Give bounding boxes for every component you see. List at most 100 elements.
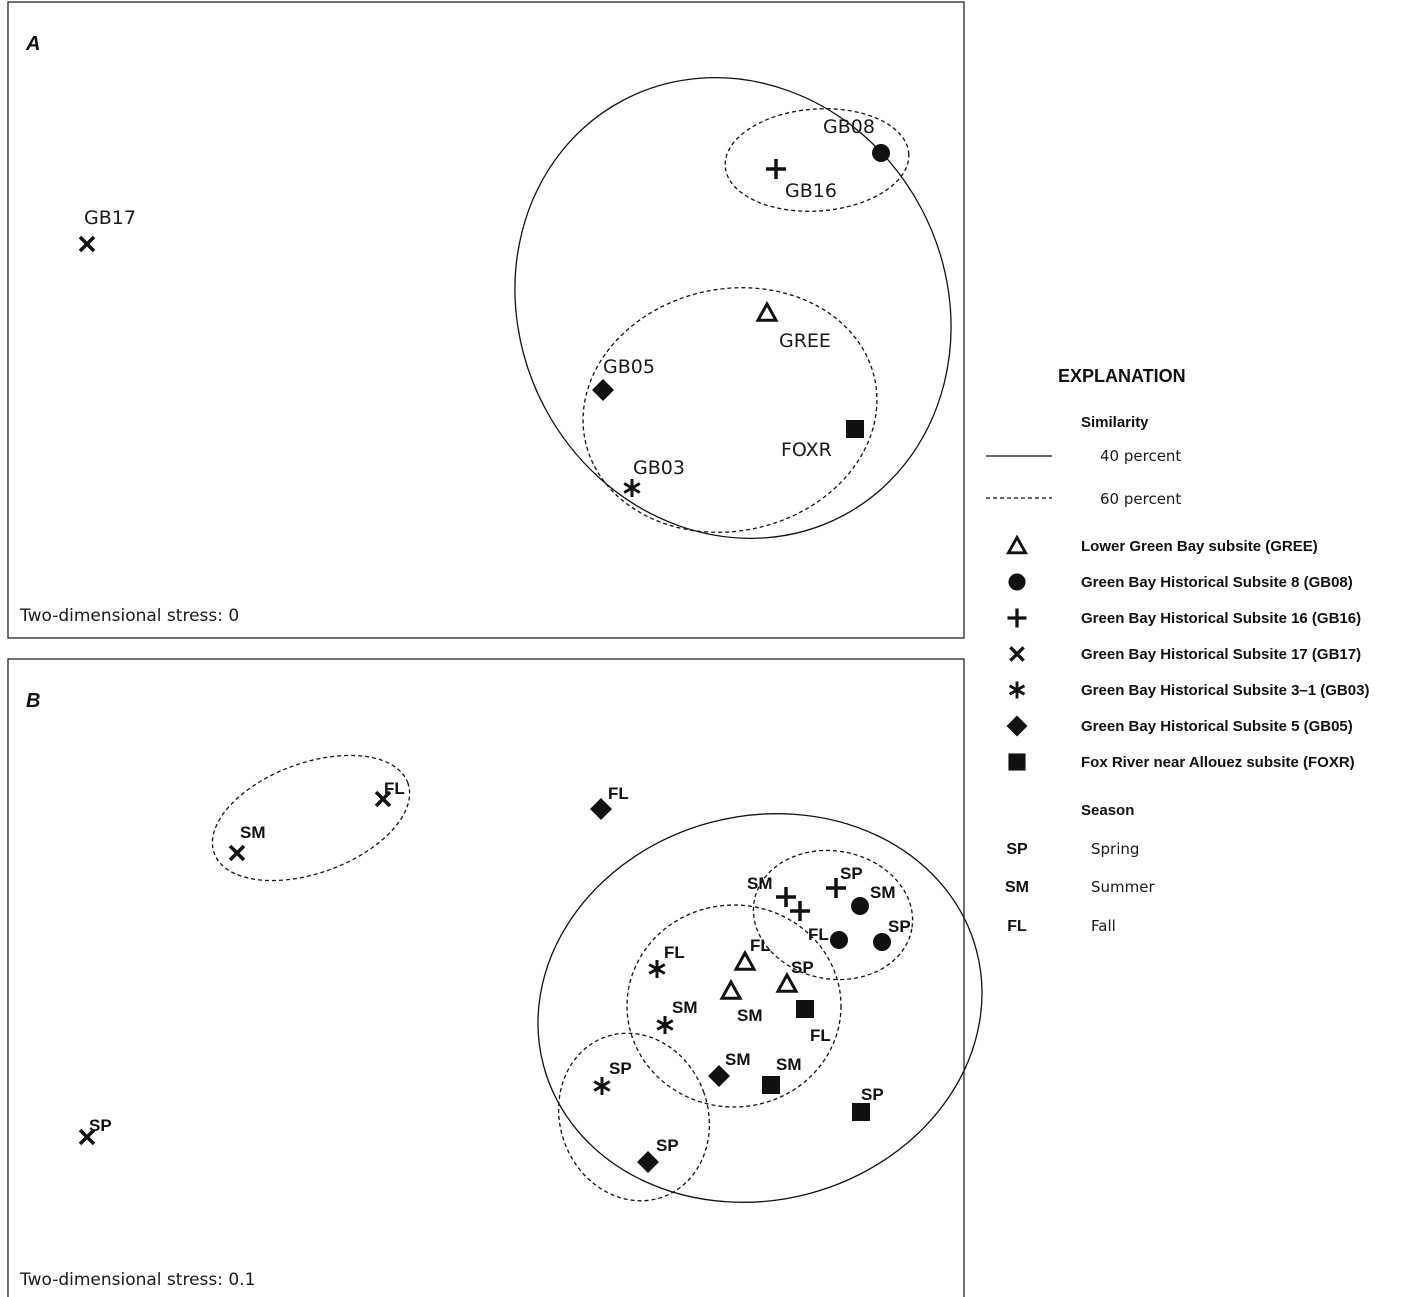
panel-a-point-label-6: GB03	[633, 457, 685, 479]
panel-b-point-plus-4	[776, 887, 796, 907]
panel-b-cluster-dashed-2	[752, 849, 914, 981]
panel-a-point-square-5	[846, 420, 864, 438]
panel-b-point-asterisk-18	[593, 1077, 611, 1095]
panel-a-clusters	[514, 77, 952, 539]
panel-b-point-label-16: SM	[725, 1050, 751, 1069]
panel-b-stress: Two-dimensional stress: 0.1	[19, 1270, 255, 1290]
panel-b-cluster-solid-0	[537, 813, 983, 1203]
panel-a-point-label-0: GB17	[84, 207, 136, 229]
panel-b-point-plus-6	[826, 878, 846, 898]
panel-b-point-dot-9	[873, 933, 891, 951]
panel-b-cluster-dashed-1	[211, 754, 411, 882]
panel-a-points: GB17 GB08 GB16 GREE GB05 FOXR GB03	[78, 116, 890, 497]
panel-b-point-diamond-16	[708, 1065, 730, 1087]
panel-b-point-label-10: FL	[664, 943, 685, 962]
panel-a-label: A	[25, 33, 40, 55]
panel-b-point-asterisk-15	[656, 1016, 674, 1034]
panel-b-point-label-3: SP	[89, 1116, 112, 1135]
panel-b-point-x-mark-3	[78, 1128, 96, 1146]
legend-site-label-5: Green Bay Historical Subsite 5 (GB05)	[1081, 718, 1353, 735]
legend-site-label-1: Green Bay Historical Subsite 8 (GB08)	[1081, 574, 1353, 591]
panel-b-point-dot-7	[851, 897, 869, 915]
panel-a-point-asterisk-6	[623, 479, 641, 497]
legend-site-items: Lower Green Bay subsite (GREE) Green Bay …	[1006, 534, 1369, 771]
panel-b-point-asterisk-10	[648, 960, 666, 978]
legend-site-label-6: Fox River near Allouez subsite (FOXR)	[1081, 754, 1355, 771]
legend-dot-icon	[1008, 573, 1026, 591]
panel-b-point-label-20: SP	[656, 1136, 679, 1155]
panel-b-point-label-12: SP	[791, 958, 814, 977]
legend-site-label-2: Green Bay Historical Subsite 16 (GB16)	[1081, 610, 1361, 627]
legend-similarity-heading: Similarity	[1081, 414, 1149, 431]
panel-a-point-label-1: GB08	[823, 116, 875, 138]
panel-a-point-dot-1	[872, 144, 890, 162]
legend-triangle-icon	[1006, 534, 1028, 555]
panel-a-point-diamond-4	[592, 379, 614, 401]
panel-a-cluster-dashed-1	[724, 108, 910, 212]
panel-b-point-label-18: SP	[609, 1059, 632, 1078]
panel-a-frame	[7, 1, 965, 639]
legend-similarity-60: 60 percent	[1100, 490, 1181, 508]
panel-b-point-square-17	[762, 1076, 780, 1094]
panel-b-frame	[7, 658, 965, 1297]
panel-b-point-x-mark-0	[374, 790, 392, 808]
legend-season-summer: Summer	[1091, 878, 1155, 896]
panel-b-point-label-1: SM	[240, 823, 266, 842]
panel-b-point-square-19	[852, 1103, 870, 1121]
panel-b-point-label-7: SM	[870, 883, 896, 902]
legend-x-mark-icon	[1009, 646, 1025, 662]
legend-asterisk-icon	[1008, 681, 1026, 699]
legend-season-code-sm: SM	[1005, 879, 1029, 896]
legend-season-heading: Season	[1081, 802, 1134, 819]
panel-a-point-triangle-3	[755, 300, 779, 322]
legend-season-code-sp: SP	[1006, 841, 1028, 858]
panel-b-point-label-17: SM	[776, 1055, 802, 1074]
panel-b-point-triangle-11	[733, 949, 757, 971]
panel-b-point-label-15: SM	[672, 998, 698, 1017]
panel-a-cluster-dashed-2	[582, 287, 878, 533]
panel-b-point-label-6: SP	[840, 864, 863, 883]
legend-site-label-4: Green Bay Historical Subsite 3–1 (GB03)	[1081, 682, 1369, 699]
legend-plus-icon	[1007, 608, 1027, 628]
panel-b-label: B	[26, 690, 40, 712]
legend-season-spring: Spring	[1091, 840, 1139, 858]
legend-season-code-fl: FL	[1007, 918, 1027, 935]
legend-square-icon	[1008, 753, 1026, 771]
panel-b-cluster-dashed-3	[626, 904, 842, 1108]
panel-a-point-x-mark-0	[78, 235, 96, 253]
panel-b-point-label-8: FL	[808, 925, 829, 944]
panel-b-point-label-4: SM	[747, 874, 773, 893]
panel-a-point-label-4: GB05	[603, 356, 655, 378]
panel-b-point-label-9: SP	[888, 917, 911, 936]
legend-season-fall: Fall	[1091, 917, 1116, 935]
panel-b-point-label-13: SM	[737, 1006, 763, 1025]
panel-b-point-label-11: FL	[750, 936, 771, 955]
panel-b-points: FL SM FL SP SM SP SM FL SP FL FL SP SM FL SM SM SM SP SP SP	[78, 779, 911, 1173]
legend-site-label-3: Green Bay Historical Subsite 17 (GB17)	[1081, 646, 1361, 663]
legend-similarity-40: 40 percent	[1100, 447, 1181, 465]
panel-b-point-label-2: FL	[608, 784, 629, 803]
panel-b-point-label-19: SP	[861, 1085, 884, 1104]
panel-a-point-plus-2	[766, 159, 786, 179]
panel-b-point-triangle-12	[775, 971, 799, 993]
panel-a-point-label-5: FOXR	[781, 439, 832, 461]
panel-a-point-label-3: GREE	[779, 330, 831, 352]
panel-b-clusters	[211, 754, 983, 1203]
panel-b-point-label-0: FL	[384, 779, 405, 798]
panel-b-point-label-14: FL	[810, 1026, 831, 1045]
legend-title: EXPLANATION	[1058, 366, 1186, 386]
panel-b-point-x-mark-1	[228, 844, 246, 862]
legend: EXPLANATION Similarity 40 percent 60 per…	[986, 366, 1369, 935]
panel-b-point-diamond-2	[590, 798, 612, 820]
panel-a-point-label-2: GB16	[785, 180, 837, 202]
panel-b-point-triangle-13	[719, 978, 743, 1000]
panel-b-point-square-14	[796, 1000, 814, 1018]
panel-b-point-diamond-20	[637, 1151, 659, 1173]
panel-b-cluster-dashed-4	[557, 1032, 711, 1202]
panel-a-stress: Two-dimensional stress: 0	[19, 606, 239, 626]
panel-b-point-dot-8	[830, 931, 848, 949]
legend-site-label-0: Lower Green Bay subsite (GREE)	[1081, 538, 1318, 555]
panel-a-cluster-solid-0	[514, 77, 952, 539]
panel-b-point-plus-5	[790, 901, 810, 921]
